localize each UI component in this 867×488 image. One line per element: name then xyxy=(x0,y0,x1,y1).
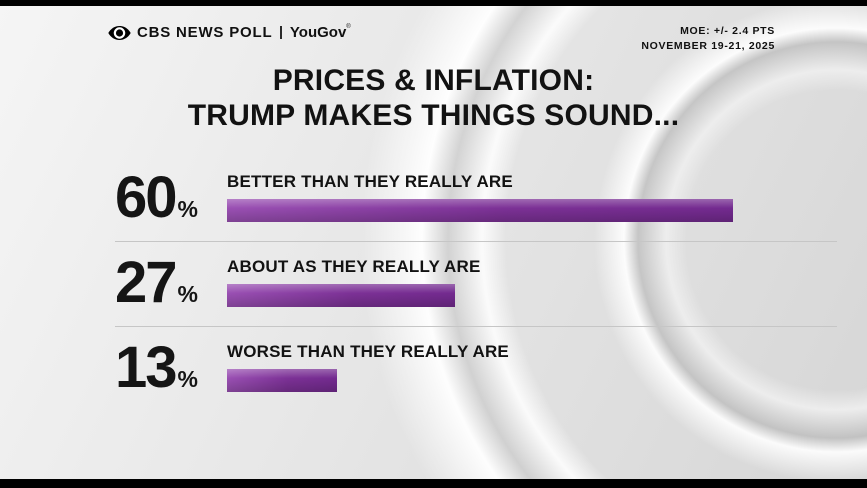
title-line-1: PRICES & INFLATION: xyxy=(272,64,595,97)
bar-chart: 60% BETTER THAN THEY REALLY ARE 27% ABOU… xyxy=(115,169,839,397)
top-black-strip xyxy=(0,0,867,6)
value-number: 13 xyxy=(115,335,177,401)
partner-logo-text: YouGov® xyxy=(289,24,351,41)
poll-meta: MOE: +/- 2.4 PTS NOVEMBER 19-21, 2025 xyxy=(641,24,775,53)
value-label: 13% xyxy=(115,339,227,397)
bottom-black-strip xyxy=(0,479,867,488)
bar-track xyxy=(227,284,733,307)
bar-area: BETTER THAN THEY REALLY ARE xyxy=(227,172,839,222)
row-divider xyxy=(115,241,837,242)
percent-sign: % xyxy=(177,366,198,393)
category-label: WORSE THAN THEY REALLY ARE xyxy=(227,342,509,361)
bar-track xyxy=(227,369,733,392)
category-label: BETTER THAN THEY REALLY ARE xyxy=(227,172,513,191)
percent-sign: % xyxy=(177,281,198,308)
value-label: 27% xyxy=(115,254,227,312)
bar-row: 27% ABOUT AS THEY REALLY ARE xyxy=(115,254,839,312)
bar-track xyxy=(227,199,733,222)
registered-mark: ® xyxy=(346,24,351,30)
cbs-eye-icon xyxy=(108,25,131,40)
brand-lockup: CBS NEWS POLL YouGov® xyxy=(108,24,351,41)
bar-row: 13% WORSE THAN THEY REALLY ARE xyxy=(115,339,839,397)
title-line-2: TRUMP MAKES THINGS SOUND... xyxy=(187,98,680,132)
brand-text: CBS NEWS POLL xyxy=(137,24,273,41)
category-label: ABOUT AS THEY REALLY ARE xyxy=(227,257,481,276)
page-title: PRICES & INFLATION: TRUMP MAKES THINGS S… xyxy=(0,64,867,133)
bar-row: 60% BETTER THAN THEY REALLY ARE xyxy=(115,169,839,227)
value-number: 27 xyxy=(115,250,177,316)
moe-text: MOE: +/- 2.4 PTS xyxy=(680,25,775,37)
date-range-text: NOVEMBER 19-21, 2025 xyxy=(641,39,775,52)
bar-area: WORSE THAN THEY REALLY ARE xyxy=(227,342,839,392)
bar xyxy=(227,369,337,392)
value-number: 60 xyxy=(115,165,177,231)
bar-area: ABOUT AS THEY REALLY ARE xyxy=(227,257,839,307)
value-label: 60% xyxy=(115,169,227,227)
bar xyxy=(227,284,455,307)
brand-divider xyxy=(280,26,282,39)
percent-sign: % xyxy=(177,196,198,223)
row-divider xyxy=(115,326,837,327)
bar xyxy=(227,199,733,222)
header: CBS NEWS POLL YouGov® MOE: +/- 2.4 PTS N… xyxy=(108,24,775,53)
